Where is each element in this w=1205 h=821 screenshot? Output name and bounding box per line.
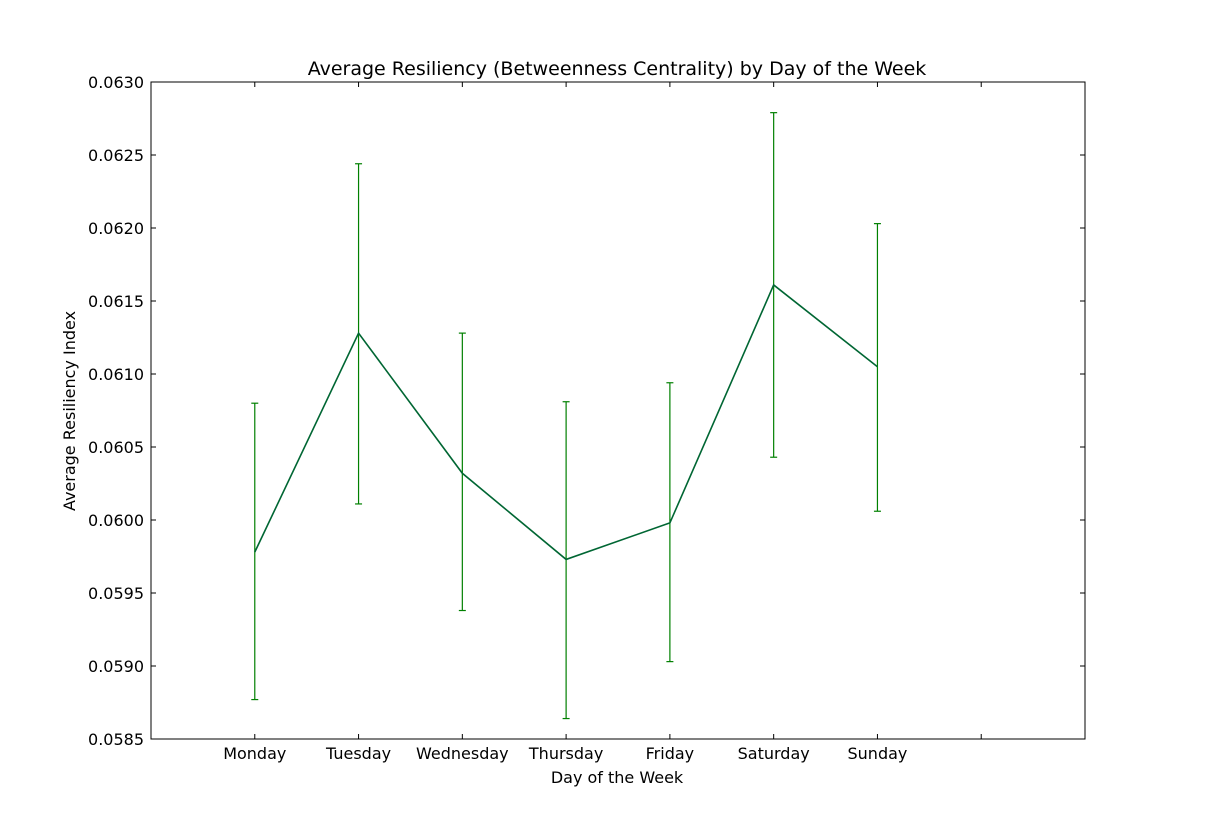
x-tick-label: Thursday — [528, 744, 603, 763]
y-tick-label: 0.0595 — [88, 584, 144, 603]
y-tick-label: 0.0615 — [88, 292, 144, 311]
y-tick-label: 0.0620 — [88, 219, 144, 238]
y-tick-label: 0.0600 — [88, 511, 144, 530]
x-axis-label: Day of the Week — [551, 768, 684, 787]
series-line — [254, 283, 878, 561]
y-tick-label: 0.0610 — [88, 365, 144, 384]
x-tick-label: Sunday — [848, 744, 908, 763]
x-tick-label: Wednesday — [416, 744, 509, 763]
x-tick-label: Saturday — [738, 744, 810, 763]
y-tick-label: 0.0585 — [88, 730, 144, 749]
plot-area: 0.0585 0.0590 0.0595 0.0600 0.0605 0.0610 0.06… — [88, 73, 1086, 763]
plot-frame — [150, 81, 1086, 740]
x-tick-label: Tuesday — [325, 744, 391, 763]
y-tick-label: 0.0625 — [88, 146, 144, 165]
x-tick-label: Monday — [223, 744, 286, 763]
chart-title: Average Resiliency (Betweenness Centrali… — [308, 58, 927, 80]
y-tick-label: 0.0630 — [88, 73, 144, 92]
y-tick-label: 0.0605 — [88, 438, 144, 457]
y-tick-label: 0.0590 — [88, 657, 144, 676]
y-axis-label: Average Resiliency Index — [60, 311, 79, 511]
x-tick-label: Friday — [646, 744, 695, 763]
